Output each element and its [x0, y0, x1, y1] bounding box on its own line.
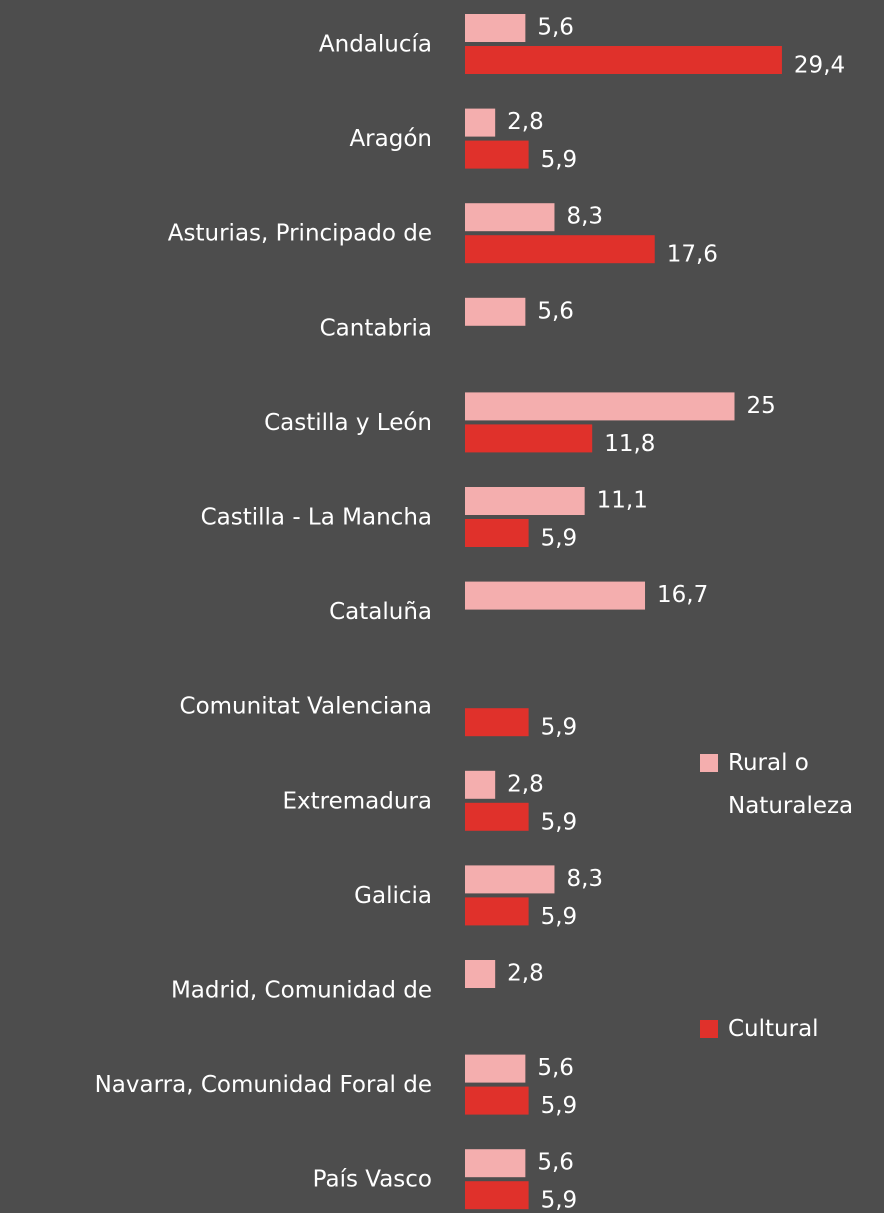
bar — [465, 1149, 526, 1178]
value-label: 5,6 — [537, 15, 574, 41]
category-label: País Vasco — [313, 1167, 432, 1193]
value-label: 5,6 — [537, 1150, 574, 1176]
category-label: Cantabria — [320, 315, 432, 341]
bar — [465, 14, 526, 42]
value-label: 2,8 — [507, 109, 544, 135]
bar — [465, 203, 555, 232]
bar — [465, 487, 585, 515]
category-label: Galicia — [354, 883, 432, 909]
value-label: 11,1 — [597, 488, 648, 514]
bar — [465, 392, 735, 421]
bar — [465, 581, 646, 610]
value-label: 25 — [747, 393, 776, 419]
bar — [465, 960, 496, 988]
value-label: 8,3 — [566, 866, 603, 892]
value-label: 5,9 — [541, 904, 578, 930]
value-label: 5,9 — [541, 809, 578, 835]
bar — [465, 108, 496, 137]
bar — [465, 802, 529, 831]
legend-item: Cultural — [700, 1008, 880, 1051]
legend-label: Cultural — [728, 1016, 819, 1042]
legend-label: Rural o Naturaleza — [728, 750, 854, 819]
category-label: Andalucía — [319, 32, 432, 58]
bar — [465, 897, 529, 926]
value-label: 5,9 — [541, 1188, 578, 1213]
bar — [465, 1054, 526, 1083]
category-label: Aragón — [349, 126, 432, 152]
bar — [465, 46, 782, 74]
bar — [465, 770, 496, 799]
bar — [465, 235, 655, 264]
value-label: 2,8 — [507, 771, 544, 797]
value-label: 11,8 — [604, 431, 655, 457]
category-label: Cataluña — [329, 599, 432, 625]
category-label: Comunitat Valenciana — [180, 694, 432, 720]
bar — [465, 708, 529, 737]
category-label: Castilla - La Mancha — [201, 505, 432, 531]
legend-swatch — [700, 754, 718, 772]
value-label: 5,9 — [541, 715, 578, 741]
category-label: Madrid, Comunidad de — [171, 978, 432, 1004]
value-label: 29,4 — [794, 53, 845, 79]
value-label: 16,7 — [657, 582, 708, 608]
legend-item: Rural o Naturaleza — [700, 742, 880, 828]
bar — [465, 140, 529, 169]
value-label: 8,3 — [566, 204, 603, 230]
category-label: Navarra, Comunidad Foral de — [95, 1072, 432, 1098]
value-label: 5,6 — [537, 1055, 574, 1081]
bar — [465, 865, 555, 894]
bar — [465, 1086, 529, 1115]
bar — [465, 424, 593, 453]
value-label: 17,6 — [667, 242, 718, 268]
category-label: Extremadura — [283, 788, 433, 814]
value-label: 5,9 — [541, 1093, 578, 1119]
value-label: 2,8 — [507, 961, 544, 987]
value-label: 5,9 — [541, 147, 578, 173]
category-label: Castilla y León — [264, 410, 432, 436]
category-label: Asturias, Principado de — [168, 221, 432, 247]
value-label: 5,6 — [537, 298, 574, 324]
bar — [465, 297, 526, 326]
value-label: 5,9 — [541, 526, 578, 552]
bar — [465, 1181, 529, 1210]
bar — [465, 519, 529, 547]
legend-swatch — [700, 1020, 718, 1038]
